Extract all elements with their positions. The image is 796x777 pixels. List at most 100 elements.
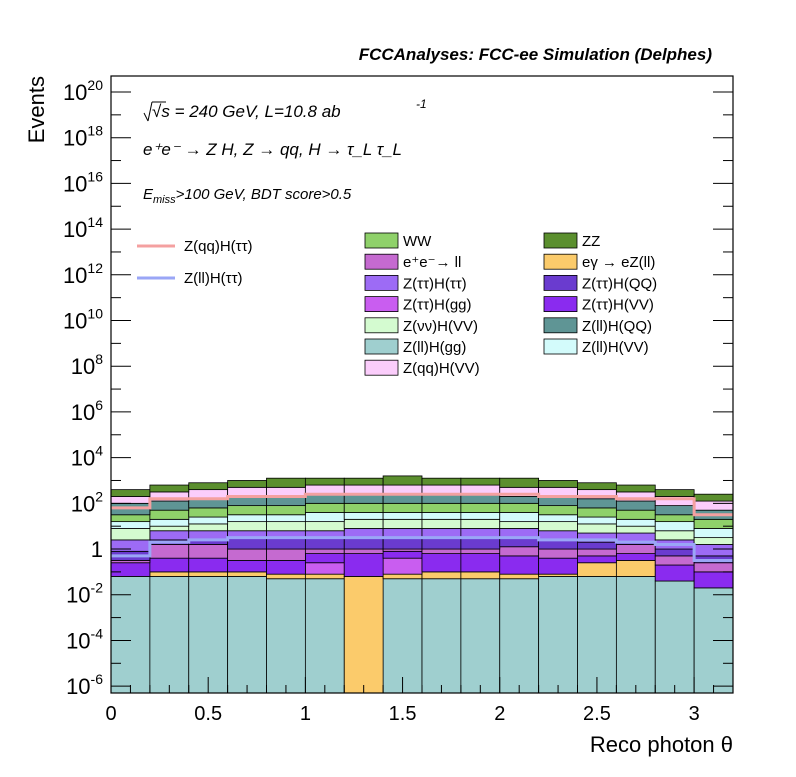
bar-ww-6	[343, 502, 384, 513]
bar-z-h-vv--0	[110, 562, 151, 577]
bar-e-e-ll-12	[577, 548, 617, 557]
x-tick-label: 1.5	[389, 703, 417, 725]
bar-zz-0	[110, 489, 151, 497]
bar-zz-2	[188, 482, 229, 491]
bar-e-e-ll-14	[654, 555, 695, 566]
bar-z-ll-h-gg--13	[615, 576, 656, 694]
bar-ww-14	[654, 514, 695, 523]
bar-zz-5	[304, 477, 345, 486]
bar-z-h-vv--7	[382, 518, 423, 529]
bar-z-ll-h-vv--3	[227, 514, 267, 523]
bar-z-ll-h-gg--3	[227, 576, 267, 694]
legend-box-swatch	[543, 253, 578, 270]
annotation-sqrt-s: √s	[152, 102, 170, 121]
bar-z-h-vv--8	[421, 553, 462, 573]
bar-z-h-gg--7	[382, 557, 423, 575]
bar-z-ll-h-vv--1	[149, 518, 190, 527]
legend-box-label: Z(ll)H(gg)	[403, 339, 466, 356]
legend-box-label: Z(ττ)H(QQ)	[582, 275, 657, 292]
bar-z-qq-h-vv--0	[110, 496, 151, 504]
bar-e-e-ll-4	[266, 548, 306, 561]
svg-text:√s = 240 GeV, L=10.8 ab: √s = 240 GeV, L=10.8 ab	[152, 102, 341, 121]
bar-z-h-vv--15	[693, 571, 734, 589]
bar-z-h-vv--9	[460, 553, 501, 573]
bar-e-ez-ll--8	[421, 571, 462, 580]
bar-z-ll-h-gg--9	[460, 578, 501, 694]
x-tick-label: 1	[300, 703, 311, 725]
bar-ww-9	[460, 502, 501, 513]
bar-z-h-vv--1	[149, 557, 190, 573]
legend-box-swatch	[543, 317, 578, 334]
y-tick-label: 1012	[63, 260, 103, 288]
annotation-process: e⁺e⁻ → Z H, Z → qq, H → τ_L τ_L	[143, 140, 402, 159]
bar-e-ez-ll--9	[460, 571, 501, 580]
bar-ww-0	[110, 514, 151, 523]
bar-e-e-ll-10	[499, 546, 540, 557]
bar-e-ez-ll--7	[382, 573, 423, 580]
bar-z-h-qq--3	[227, 537, 267, 550]
bar-z-h-vv--1	[149, 525, 190, 532]
legend-box-label: Z(ll)H(QQ)	[582, 318, 652, 335]
bar-z-ll-h-gg--14	[654, 580, 695, 694]
bar-z-h-vv--10	[499, 521, 540, 529]
svg-text:Emiss>100 GeV, BDT score>0.5: Emiss>100 GeV, BDT score>0.5	[143, 186, 352, 206]
bar-z-h-vv--4	[266, 560, 306, 575]
x-tick-label: 3	[689, 703, 700, 725]
bar-z-h-vv--13	[615, 553, 656, 561]
bar-z-qq-h-vv--15	[693, 500, 734, 511]
bar-z-h-vv--8	[421, 518, 462, 529]
bar-z-ll-h-vv--7	[382, 512, 423, 520]
bar-z-h-vv--11	[538, 521, 578, 532]
legend-box-label: ZZ	[582, 233, 600, 250]
bar-z-h-qq--5	[304, 537, 345, 550]
y-tick-label: 106	[71, 397, 103, 425]
bar-z-h-vv--9	[460, 518, 501, 529]
annotation-lumi-exponent: -1	[416, 97, 427, 111]
bar-e-ez-ll--12	[577, 562, 617, 577]
legend-box-label: Z(ττ)H(gg)	[403, 297, 472, 314]
bar-z-h-vv--7	[382, 550, 423, 559]
bar-z-h-qq--4	[266, 537, 306, 550]
bar-zz-12	[577, 482, 617, 491]
y-tick-label: 102	[71, 488, 103, 516]
y-tick-label: 1018	[63, 123, 103, 151]
bar-z-h-vv--2	[188, 523, 229, 532]
legend-line-label: Z(ll)H(ττ)	[184, 270, 243, 287]
bar-zz-1	[149, 484, 190, 493]
bar-z-ll-h-qq--1	[149, 500, 190, 511]
bar-e-ez-ll--6	[343, 576, 384, 694]
bar-e-e-ll-11	[538, 548, 578, 559]
bar-z-ll-h-gg--7	[382, 578, 423, 694]
y-tick-label: 104	[71, 443, 103, 471]
y-tick-label: 10-6	[66, 671, 103, 699]
bar-ww-5	[304, 502, 345, 513]
bar-zz-14	[654, 489, 695, 497]
bar-e-ez-ll--4	[266, 573, 306, 580]
bar-z-h--0	[110, 539, 151, 552]
legend-box-swatch	[364, 274, 399, 291]
x-tick-label: 0.5	[194, 703, 222, 725]
chart-title: FCCAnalyses: FCC-ee Simulation (Delphes)	[359, 45, 713, 64]
x-tick-label: 0	[105, 703, 116, 725]
bar-e-e-ll-9	[460, 548, 501, 555]
bar-z-ll-h-vv--14	[654, 521, 695, 532]
bar-zz-11	[538, 480, 578, 488]
bar-z-h-vv--12	[577, 555, 617, 564]
bar-ww-12	[577, 507, 617, 518]
annotation-energy: √s = 240 GeV, L=10.8 ab -1	[143, 97, 427, 122]
bar-z-h-vv--3	[227, 560, 267, 573]
bar-zz-8	[421, 477, 462, 486]
bar-z-ll-h-vv--0	[110, 521, 151, 529]
annotation-energy-lumi: = 240 GeV, L=10.8 ab	[170, 102, 341, 121]
bar-ww-10	[499, 502, 540, 513]
y-tick-label: 1016	[63, 168, 103, 196]
bar-e-ez-ll--10	[499, 573, 540, 580]
legend-box-swatch	[364, 253, 399, 270]
legend-box-label: WW	[403, 233, 432, 250]
bar-zz-15	[693, 493, 734, 502]
bar-e-ez-ll--3	[227, 571, 267, 577]
bar-z-ll-h-vv--2	[188, 516, 229, 525]
legend-box-label: e⁺e⁻→ ll	[403, 254, 461, 271]
bar-z-ll-h-gg--2	[188, 576, 229, 694]
